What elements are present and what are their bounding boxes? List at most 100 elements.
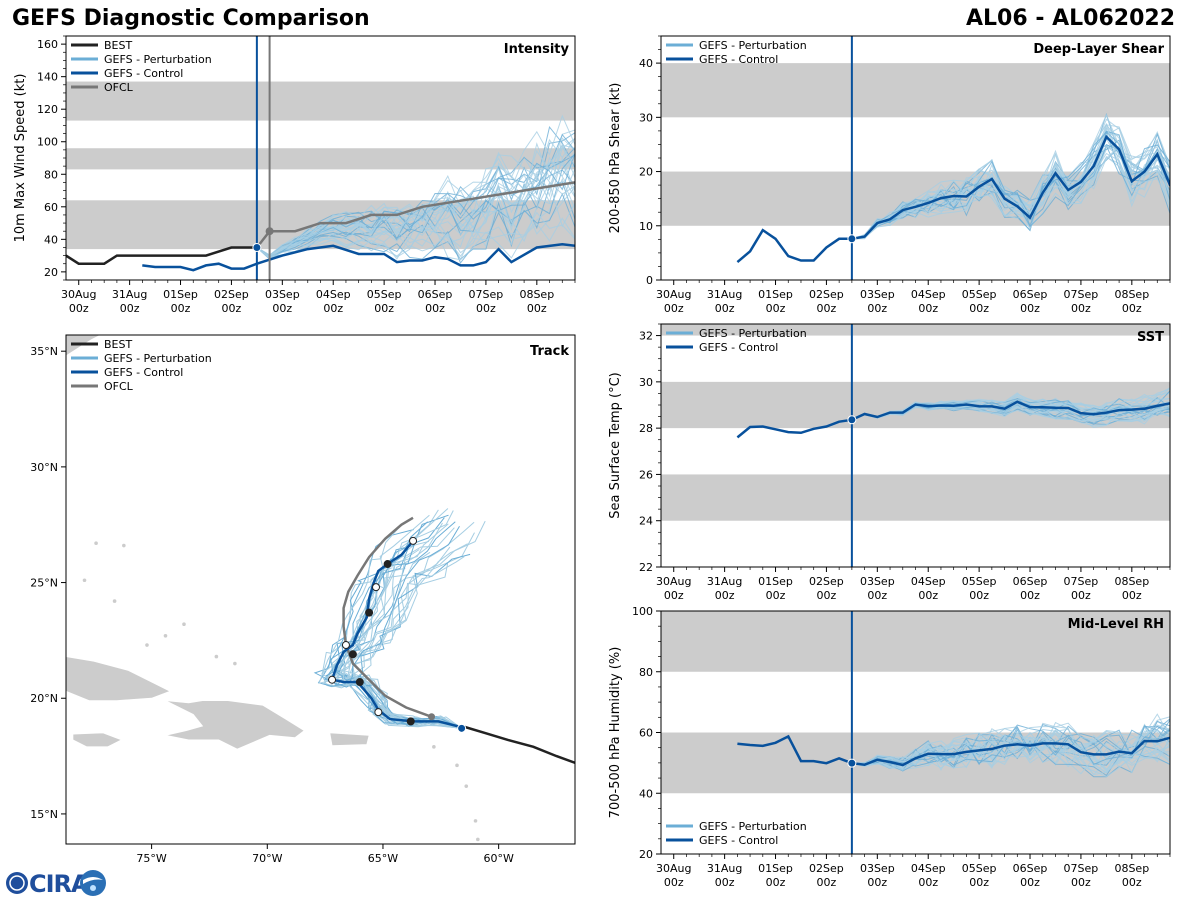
control-track-line (330, 540, 462, 729)
legend-label-pert: GEFS - Perturbation (699, 39, 807, 52)
x-tick-hour: 00z (171, 302, 191, 315)
y-tick-label: 120 (37, 103, 58, 116)
land-polygon (72, 732, 123, 748)
x-tick-date: 02Sep (809, 862, 844, 875)
control-line (736, 134, 1170, 264)
control-line (737, 734, 1170, 767)
y-tick-label: 80 (639, 666, 653, 679)
track-time-marker (372, 583, 381, 592)
y-axis-label: Sea Surface Temp (°C) (608, 372, 623, 519)
x-tick-hour: 00z (918, 589, 938, 602)
x-tick-hour: 00z (817, 876, 837, 889)
control-line (736, 400, 1170, 439)
intensity-panel: 2040608010012014016030Aug00z31Aug00z01Se… (13, 35, 576, 315)
track-time-marker (383, 560, 392, 569)
y-tick-label: 22 (639, 561, 653, 574)
track-time-marker (341, 641, 350, 650)
panel-frame (660, 323, 1171, 568)
perturbation-member-line (256, 181, 575, 259)
x-tick-hour: 00z (867, 876, 887, 889)
x-tick-date: 06Sep (1013, 288, 1048, 301)
x-tick-hour: 00z (715, 876, 735, 889)
legend-label-control: GEFS - Control (104, 366, 183, 379)
ofcl-init-marker (428, 713, 436, 721)
x-tick-hour: 00z (222, 302, 242, 315)
legend-label-control: GEFS - Control (699, 341, 778, 354)
x-tick-hour: 00z (867, 302, 887, 315)
x-tick-hour: 00z (323, 302, 343, 315)
x-tick-hour: 00z (1071, 589, 1091, 602)
perturbation-member-line (851, 152, 1170, 240)
lat-tick-label: 30°N (30, 461, 58, 474)
perturbation-track (331, 549, 462, 729)
lat-tick-label: 20°N (30, 692, 58, 705)
perturbation-member-line (256, 144, 575, 256)
x-tick-date: 07Sep (469, 288, 504, 301)
threshold-band (661, 63, 1170, 118)
x-tick-date: 04Sep (911, 288, 946, 301)
x-tick-hour: 00z (766, 876, 786, 889)
y-tick-label: 32 (639, 330, 653, 343)
perturbation-member-line (256, 145, 575, 258)
land-polygon (329, 732, 370, 747)
x-tick-date: 01Sep (163, 288, 198, 301)
perturbation-track (348, 525, 462, 729)
y-tick-label: 160 (37, 38, 58, 51)
perturbation-track (317, 558, 462, 729)
x-tick-hour: 00z (120, 302, 140, 315)
y-tick-label: 30 (639, 111, 653, 124)
y-tick-label: 60 (44, 201, 58, 214)
lon-tick-label: 70°W (252, 852, 282, 865)
threshold-band (66, 148, 575, 170)
x-tick-date: 06Sep (1013, 575, 1048, 588)
threshold-band (661, 474, 1170, 521)
x-tick-hour: 00z (664, 876, 684, 889)
x-tick-hour: 00z (969, 589, 989, 602)
ofcl-track-line (342, 516, 433, 718)
island-marker (455, 763, 459, 768)
x-tick-date: 08Sep (1114, 288, 1149, 301)
y-tick-label: 140 (37, 71, 58, 84)
threshold-band (661, 324, 1170, 336)
x-tick-date: 03Sep (265, 288, 300, 301)
x-tick-date: 08Sep (519, 288, 554, 301)
storm-id-title: AL06 - AL062022 (966, 6, 1175, 31)
init-marker (847, 758, 857, 768)
x-tick-date: 05Sep (962, 575, 997, 588)
x-tick-date: 01Sep (758, 288, 793, 301)
island-marker (82, 578, 87, 583)
perturbation-member-line (851, 144, 1170, 240)
y-tick-label: 30 (639, 376, 653, 389)
init-marker (847, 415, 857, 425)
x-tick-date: 06Sep (1013, 862, 1048, 875)
track-time-marker (348, 650, 357, 659)
x-tick-hour: 00z (715, 589, 735, 602)
x-tick-date: 05Sep (962, 862, 997, 875)
perturbation-member-line (851, 719, 1170, 772)
y-tick-label: 0 (646, 274, 653, 287)
track-panel: 75°W 70°W 65°W 60°W 15°N 20°N 25°N 30°N 35°N Trac… (30, 334, 576, 865)
sst-panel: 22242628303230Aug00z31Aug00z01Sep00z02Se… (608, 323, 1171, 602)
x-tick-date: 01Sep (758, 862, 793, 875)
island-marker (122, 543, 126, 548)
perturbation-member-line (256, 156, 575, 258)
track-time-marker (406, 717, 415, 726)
panel-frame (65, 334, 576, 845)
perturbation-member-line (256, 186, 575, 261)
x-tick-hour: 00z (527, 302, 547, 315)
x-tick-date: 31Aug (112, 288, 147, 301)
legend-label-control: GEFS - Control (104, 67, 183, 80)
perturbation-member-line (851, 734, 1170, 776)
legend-label-control: GEFS - Control (699, 53, 778, 66)
x-tick-date: 30Aug (656, 288, 691, 301)
x-tick-hour: 00z (69, 302, 89, 315)
y-axis-label: 700-500 hPa Humidity (%) (608, 647, 623, 819)
y-tick-label: 100 (632, 605, 653, 618)
x-tick-hour: 00z (918, 876, 938, 889)
x-tick-hour: 00z (969, 876, 989, 889)
panel-label: Track (530, 344, 569, 359)
x-tick-date: 04Sep (316, 288, 351, 301)
x-tick-hour: 00z (766, 589, 786, 602)
legend-label-pert: GEFS - Perturbation (699, 327, 807, 340)
